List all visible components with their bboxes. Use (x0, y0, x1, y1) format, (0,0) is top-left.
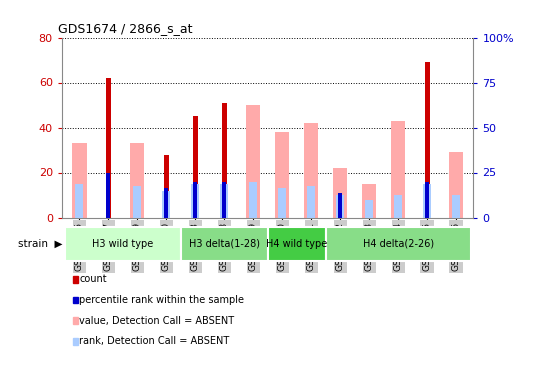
Text: value, Detection Call = ABSENT: value, Detection Call = ABSENT (80, 316, 235, 326)
Bar (249, 182, 257, 218)
Bar (278, 188, 286, 218)
Bar (193, 182, 197, 218)
Text: H3 delta(1-28): H3 delta(1-28) (189, 239, 260, 249)
Bar (449, 152, 463, 217)
Bar (193, 116, 198, 218)
Bar (425, 182, 429, 218)
Bar (365, 200, 373, 217)
Bar (333, 168, 348, 217)
Text: strain  ▶: strain ▶ (18, 239, 62, 249)
Bar (164, 188, 168, 218)
Bar (338, 193, 342, 217)
Bar (307, 186, 315, 218)
Bar (222, 182, 226, 218)
Bar (336, 195, 344, 217)
Bar (222, 103, 226, 218)
Bar (362, 184, 377, 218)
Bar (424, 62, 430, 217)
Bar (246, 105, 260, 218)
Bar (105, 78, 111, 218)
Bar (452, 195, 460, 217)
Bar (220, 184, 228, 218)
Bar (133, 186, 141, 218)
Bar (106, 172, 110, 217)
Text: H4 wild type: H4 wild type (266, 239, 327, 249)
FancyBboxPatch shape (325, 227, 471, 261)
Bar (162, 190, 170, 217)
Bar (75, 184, 83, 218)
Bar (394, 195, 402, 217)
Bar (423, 184, 431, 218)
Bar (164, 154, 169, 218)
Text: H4 delta(2-26): H4 delta(2-26) (363, 239, 434, 249)
Bar (275, 132, 289, 218)
Text: count: count (80, 274, 107, 284)
Text: GDS1674 / 2866_s_at: GDS1674 / 2866_s_at (58, 22, 192, 35)
Bar (391, 121, 405, 218)
Bar (130, 143, 145, 218)
FancyBboxPatch shape (181, 227, 268, 261)
Bar (72, 143, 87, 218)
FancyBboxPatch shape (65, 227, 181, 261)
Text: percentile rank within the sample: percentile rank within the sample (80, 295, 244, 305)
Bar (191, 184, 199, 218)
Bar (304, 123, 318, 218)
FancyBboxPatch shape (268, 227, 325, 261)
Text: H3 wild type: H3 wild type (92, 239, 153, 249)
Text: rank, Detection Call = ABSENT: rank, Detection Call = ABSENT (80, 336, 230, 346)
